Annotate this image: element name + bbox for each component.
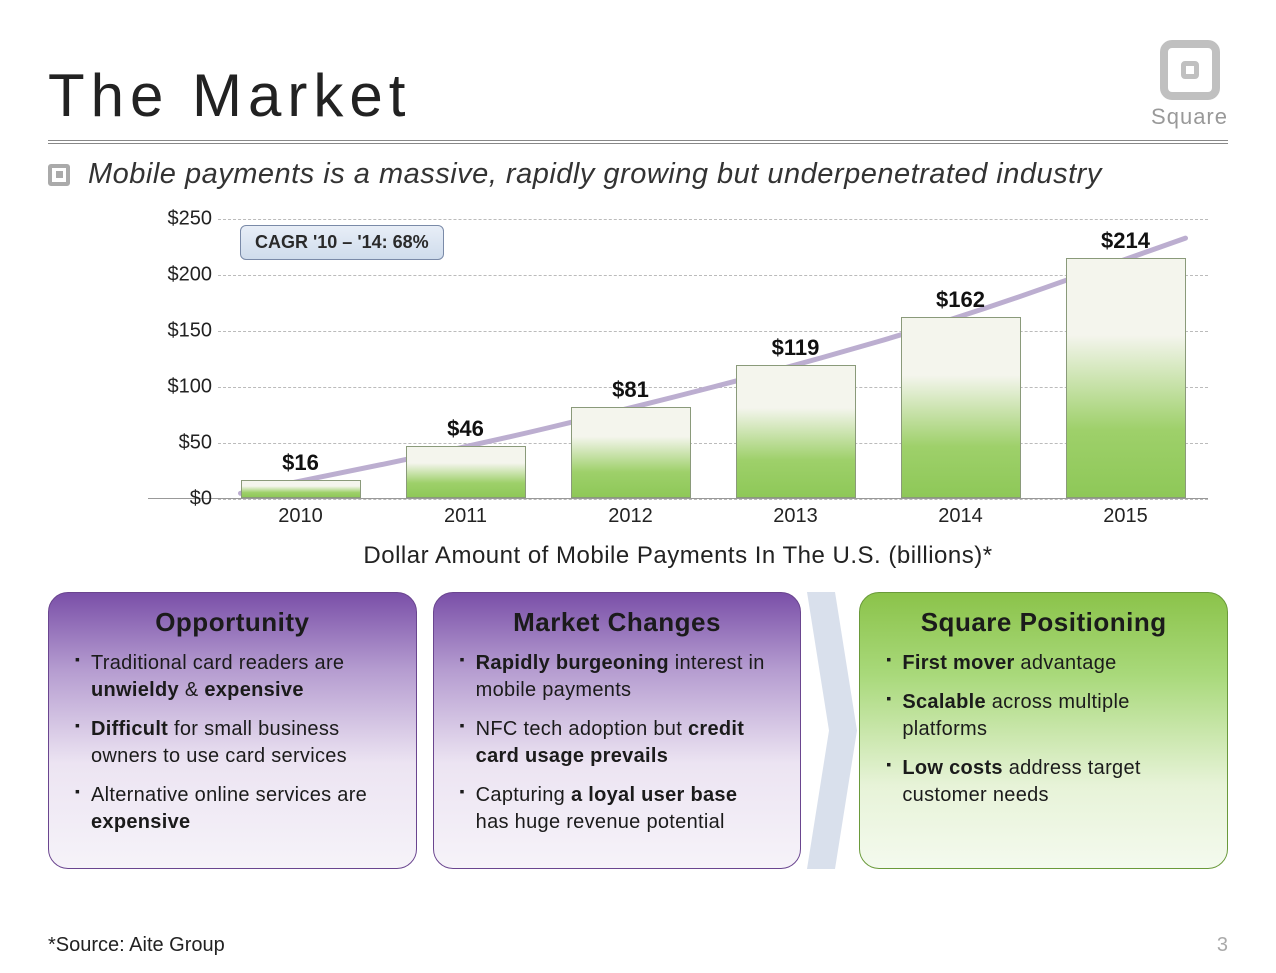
payments-chart: CAGR '10 – '14: 68% $16 $46 $81 $119 $162 $21… (148, 219, 1208, 570)
arrow-spacer (817, 592, 843, 869)
chart-bars: $16 $46 $81 $119 $162 $214 (218, 219, 1208, 498)
chart-gridline (218, 443, 1208, 444)
square-logo-text: Square (1151, 104, 1228, 130)
chart-gridline (218, 331, 1208, 332)
card-item: Low costs address target customer needs (886, 755, 1201, 809)
chart-xtick: 2014 (901, 505, 1021, 528)
chart-xtick: 2012 (571, 505, 691, 528)
bar (1066, 258, 1186, 498)
page-number: 3 (1217, 934, 1228, 957)
bar-value-label: $16 (282, 450, 319, 476)
header-divider (48, 140, 1228, 144)
cards-row: Opportunity Traditional card readers are … (48, 592, 1228, 869)
card-market-changes: Market Changes Rapidly burgeoning interes… (433, 592, 802, 869)
cagr-badge: CAGR '10 – '14: 68% (240, 225, 444, 260)
bar-slot: $46 (406, 416, 526, 498)
chart-gridline (218, 275, 1208, 276)
chart-ylabel: $0 (148, 488, 212, 511)
card-item: Rapidly burgeoning interest in mobile pa… (460, 650, 775, 704)
bar-slot: $162 (901, 287, 1021, 498)
bar (901, 317, 1021, 498)
card-item: Traditional card readers are unwieldy & … (75, 650, 390, 704)
card-list: Rapidly burgeoning interest in mobile pa… (460, 650, 775, 836)
card-item: Capturing a loyal user base has huge rev… (460, 782, 775, 836)
card-title: Opportunity (75, 607, 390, 638)
bar (406, 446, 526, 498)
page-title: The Market (48, 61, 411, 130)
bar-value-label: $214 (1101, 228, 1150, 254)
bar (241, 480, 361, 498)
footnote: *Source: Aite Group (48, 934, 225, 957)
bar-value-label: $81 (612, 377, 649, 403)
chart-xtick: 2011 (406, 505, 526, 528)
card-list: Traditional card readers are unwieldy & … (75, 650, 390, 836)
bar-value-label: $119 (772, 335, 820, 361)
bullet-icon (48, 164, 70, 186)
chart-ylabel: $50 (148, 432, 212, 455)
card-item: Alternative online services are expensiv… (75, 782, 390, 836)
bar-slot: $119 (736, 335, 856, 498)
bar-slot: $16 (241, 450, 361, 498)
square-logo: Square (1151, 40, 1228, 130)
card-title: Market Changes (460, 607, 775, 638)
arrow-icon (807, 592, 857, 869)
card-item: Scalable across multiple platforms (886, 689, 1201, 743)
card-square-positioning: Square Positioning First mover advantage S… (859, 592, 1228, 869)
card-item: NFC tech adoption but credit card usage … (460, 716, 775, 770)
bar (736, 365, 856, 498)
chart-ylabel: $200 (148, 264, 212, 287)
chart-xticks: 2010 2011 2012 2013 2014 2015 (218, 499, 1208, 528)
bar-slot: $214 (1066, 228, 1186, 498)
chart-ylabel: $250 (148, 208, 212, 231)
bar (571, 407, 691, 498)
chart-caption: Dollar Amount of Mobile Payments In The … (148, 542, 1208, 570)
card-opportunity: Opportunity Traditional card readers are … (48, 592, 417, 869)
bar-value-label: $162 (936, 287, 985, 313)
card-list: First mover advantage Scalable across mul… (886, 650, 1201, 809)
card-item: Difficult for small business owners to u… (75, 716, 390, 770)
bar-slot: $81 (571, 377, 691, 498)
card-item: First mover advantage (886, 650, 1201, 677)
bar-value-label: $46 (447, 416, 484, 442)
chart-ylabel: $100 (148, 376, 212, 399)
chart-xtick: 2010 (241, 505, 361, 528)
chart-xtick: 2015 (1066, 505, 1186, 528)
square-logo-icon (1160, 40, 1220, 100)
subtitle: Mobile payments is a massive, rapidly gr… (88, 158, 1102, 191)
chart-ylabel: $150 (148, 320, 212, 343)
chart-gridline (218, 499, 1208, 500)
card-title: Square Positioning (886, 607, 1201, 638)
chart-gridline (218, 219, 1208, 220)
chart-gridline (218, 387, 1208, 388)
chart-xtick: 2013 (736, 505, 856, 528)
